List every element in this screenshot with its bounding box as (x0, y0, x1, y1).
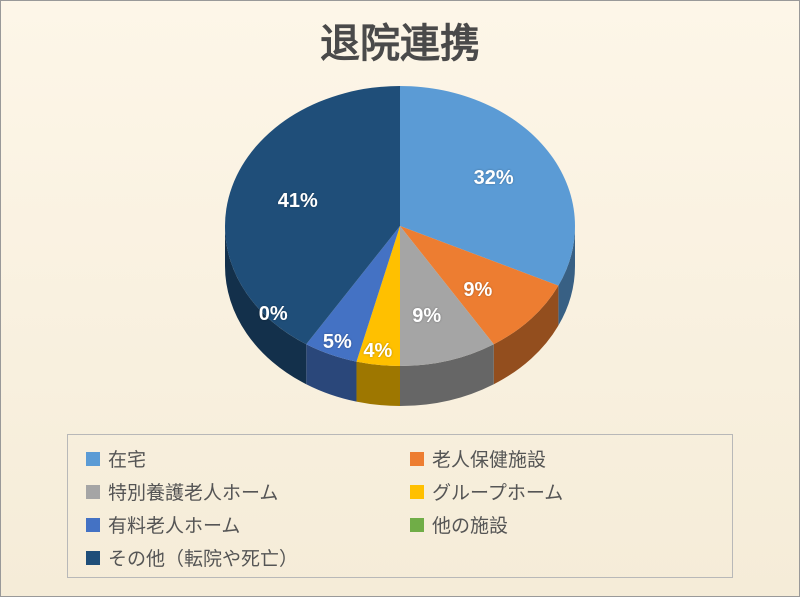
legend-label: グループホーム (432, 478, 563, 505)
pie-slice-label: 0% (259, 303, 288, 326)
legend-label: 有料老人ホーム (108, 511, 240, 538)
pie-slice-label: 32% (474, 167, 514, 190)
pie-slice-label: 4% (363, 340, 392, 363)
legend-label: 特別養護老人ホーム (108, 478, 278, 505)
legend-swatch (410, 518, 424, 532)
chart-title: 退院連携 (1, 1, 799, 69)
pie-side (356, 362, 400, 406)
legend-swatch (86, 551, 100, 565)
legend-swatch (410, 452, 424, 466)
legend-label: 老人保健施設 (432, 445, 546, 472)
legend-swatch (86, 452, 100, 466)
legend-label: その他（転院や死亡） (108, 544, 298, 571)
pie-slice-label: 9% (412, 305, 441, 328)
chart-container: 退院連携 32% 9% 9% 4% 5% 0% 41% 在宅 老人保健施設特別養護老人ホーム グ… (0, 0, 800, 597)
pie-slice-label: 5% (323, 331, 352, 354)
legend-item: その他（転院や死亡） (86, 544, 390, 571)
legend-item: グループホーム (410, 478, 714, 505)
legend-swatch (86, 518, 100, 532)
legend-swatch (410, 485, 424, 499)
legend-label: 他の施設 (432, 511, 508, 538)
legend-item: 有料老人ホーム (86, 511, 390, 538)
legend-item: 他の施設 (410, 511, 714, 538)
legend-label: 在宅 (108, 445, 146, 472)
pie-slice-label: 9% (463, 279, 492, 302)
legend-item: 老人保健施設 (410, 445, 714, 472)
legend: 在宅 老人保健施設特別養護老人ホーム グループホーム有料老人ホーム 他の施設その他（転… (67, 434, 733, 578)
legend-swatch (86, 485, 100, 499)
pie-chart: 32% 9% 9% 4% 5% 0% 41% (170, 76, 630, 416)
pie-slice-label: 41% (278, 190, 318, 213)
legend-item: 特別養護老人ホーム (86, 478, 390, 505)
legend-item: 在宅 (86, 445, 390, 472)
